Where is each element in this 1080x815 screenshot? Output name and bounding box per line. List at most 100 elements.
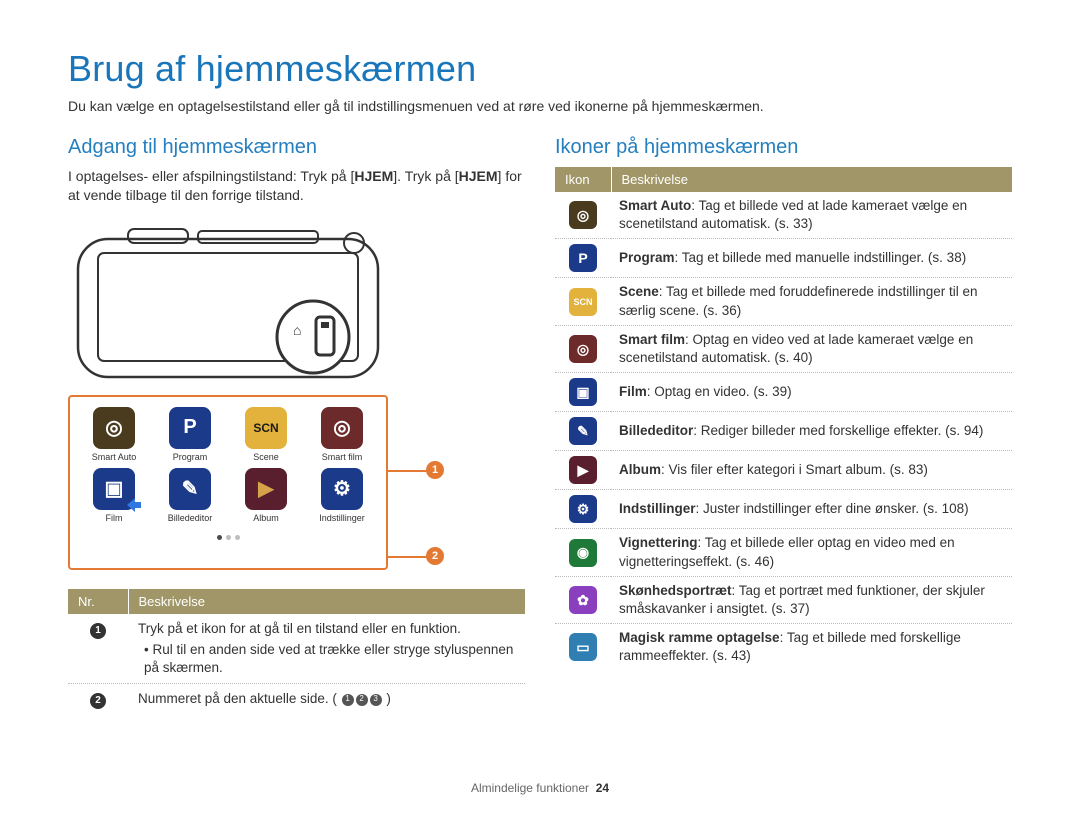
app-item[interactable]: ▶Album <box>232 468 300 523</box>
row-name: Vignettering <box>619 535 698 550</box>
swipe-arrow-icon <box>123 495 143 515</box>
page-number: 24 <box>596 781 609 795</box>
row-desc: Vignettering: Tag et billede eller optag… <box>611 529 1012 576</box>
app-label: Program <box>173 452 208 462</box>
row-name: Program <box>619 250 675 265</box>
callout-line <box>388 470 428 472</box>
row-text: : Optag en video. (s. 39) <box>647 384 792 399</box>
row-text: : Tag et billede med foruddefinerede ind… <box>619 284 977 317</box>
row-desc: Skønhedsportræt: Tag et portræt med funk… <box>611 576 1012 623</box>
left-table: Nr. Beskrivelse 1 Tryk på et ikon for at… <box>68 589 525 715</box>
footer: Almindelige funktioner 24 <box>0 781 1080 795</box>
callout-line <box>388 556 428 558</box>
row-desc: Album: Vis filer efter kategori i Smart … <box>611 451 1012 490</box>
row-name: Smart Auto <box>619 198 691 213</box>
row-desc: Smart film: Optag en video ved at lade k… <box>611 325 1012 372</box>
row-icon: ◎ <box>569 201 597 229</box>
intro-text: Du kan vælge en optagelsestilstand eller… <box>68 98 1012 114</box>
row-desc: Smart Auto: Tag et billede ved at lade k… <box>611 192 1012 239</box>
table-row: ✎Billededitor: Rediger billeder med fors… <box>555 412 1012 451</box>
columns: Adgang til hjemmeskærmen I optagelses- e… <box>68 136 1012 715</box>
app-icon: ✎ <box>169 468 211 510</box>
row-name: Billededitor <box>619 423 693 438</box>
body-frag: I optagelses- eller afspilningstilstand:… <box>68 168 354 184</box>
page-dot <box>235 535 240 540</box>
left-heading: Adgang til hjemmeskærmen <box>68 136 525 159</box>
app-label: Film <box>106 513 123 523</box>
th-ikon: Ikon <box>555 167 611 192</box>
app-label: Scene <box>253 452 279 462</box>
row-icon: ◎ <box>569 335 597 363</box>
page-dot: 1 <box>342 694 354 706</box>
num-badge-2: 2 <box>90 693 106 709</box>
row-name: Skønhedsportræt <box>619 583 732 598</box>
app-item[interactable]: ⚙ Indstillinger <box>308 468 376 523</box>
row-desc: Film: Optag en video. (s. 39) <box>611 373 1012 412</box>
th-nr: Nr. <box>68 589 128 614</box>
row-icon: ⚙ <box>569 495 597 523</box>
table-row: 1 Tryk på et ikon for at gå til en tilst… <box>68 614 525 684</box>
left-body: I optagelses- eller afspilningstilstand:… <box>68 167 525 205</box>
body-frag: ]. Tryk på [ <box>393 168 458 184</box>
app-label: Indstillinger <box>319 513 365 523</box>
row-icon: ▣ <box>569 378 597 406</box>
table-row: SCN Scene: Tag et billede med foruddefine… <box>555 278 1012 325</box>
row-name: Album <box>619 462 661 477</box>
th-beskrivelse: Beskrivelse <box>611 167 1012 192</box>
page-dot <box>217 535 222 540</box>
app-label: Smart film <box>322 452 363 462</box>
row-icon: ▶ <box>569 456 597 484</box>
row-icon: P <box>569 244 597 272</box>
camera-illustration: ⌂ <box>68 217 525 387</box>
row-icon: SCN <box>569 288 597 316</box>
right-column: Ikoner på hjemmeskærmen Ikon Beskrivelse… <box>555 136 1012 715</box>
app-label: Smart Auto <box>92 452 137 462</box>
row-text: Tryk på et ikon for at gå til en tilstan… <box>138 621 461 636</box>
app-label: Album <box>253 513 279 523</box>
row-desc: Billededitor: Rediger billeder med forsk… <box>611 412 1012 451</box>
row-name: Film <box>619 384 647 399</box>
th-beskrivelse: Beskrivelse <box>128 589 525 614</box>
row-icon: ◉ <box>569 539 597 567</box>
table-row: ⚙ Indstillinger: Juster indstillinger eft… <box>555 490 1012 529</box>
row-text-after: ) <box>386 691 391 706</box>
row-desc: Scene: Tag et billede med foruddefinered… <box>611 278 1012 325</box>
hjem-label: HJEM <box>459 168 498 184</box>
row-desc: Tryk på et ikon for at gå til en tilstan… <box>128 614 525 684</box>
page-title: Brug af hjemmeskærmen <box>68 48 1012 90</box>
row-name: Smart film <box>619 332 685 347</box>
home-screen-frame: ◎Smart AutoPProgramSCNScene◎Smart film▣F… <box>68 395 388 570</box>
page-indicator-inline: 123 <box>341 694 383 706</box>
page-dot: 3 <box>370 694 382 706</box>
app-item[interactable]: PProgram <box>156 407 224 462</box>
hjem-label: HJEM <box>354 168 393 184</box>
page-dots <box>80 527 376 545</box>
row-text-before: Nummeret på den aktuelle side. ( <box>138 691 337 706</box>
row-desc: Nummeret på den aktuelle side. ( 123 ) <box>128 684 525 715</box>
app-label: Billededitor <box>168 513 213 523</box>
table-row: ◎ Smart film: Optag en video ved at lade … <box>555 325 1012 372</box>
left-column: Adgang til hjemmeskærmen I optagelses- e… <box>68 136 525 715</box>
row-desc: Indstillinger: Juster indstillinger efte… <box>611 490 1012 529</box>
app-icon: SCN <box>245 407 287 449</box>
row-text: : Rediger billeder med forskellige effek… <box>693 423 983 438</box>
table-row: ✿Skønhedsportræt: Tag et portræt med fun… <box>555 576 1012 623</box>
row-desc: Magisk ramme optagelse: Tag et billede m… <box>611 624 1012 671</box>
app-item[interactable]: ◎Smart film <box>308 407 376 462</box>
table-row: 2 Nummeret på den aktuelle side. ( 123 ) <box>68 684 525 715</box>
icon-table: Ikon Beskrivelse ◎Smart Auto: Tag et bil… <box>555 167 1012 671</box>
table-row: ▭ Magisk ramme optagelse: Tag et billede … <box>555 624 1012 671</box>
row-bullet: Rul til en anden side ved at trække elle… <box>144 641 515 677</box>
callout-1-badge: 1 <box>426 461 444 479</box>
app-item[interactable]: ◎Smart Auto <box>80 407 148 462</box>
camera-svg: ⌂ <box>68 217 398 387</box>
row-icon: ▭ <box>569 633 597 661</box>
app-item[interactable]: ✎ Billededitor <box>156 468 224 523</box>
app-item[interactable]: SCN Scene <box>232 407 300 462</box>
callout-2-badge: 2 <box>426 547 444 565</box>
page-dot <box>226 535 231 540</box>
app-icon: ⚙ <box>321 468 363 510</box>
table-row: ◎ Smart Auto: Tag et billede ved at lade … <box>555 192 1012 239</box>
num-badge-1: 1 <box>90 623 106 639</box>
row-desc: Program: Tag et billede med manuelle ind… <box>611 239 1012 278</box>
